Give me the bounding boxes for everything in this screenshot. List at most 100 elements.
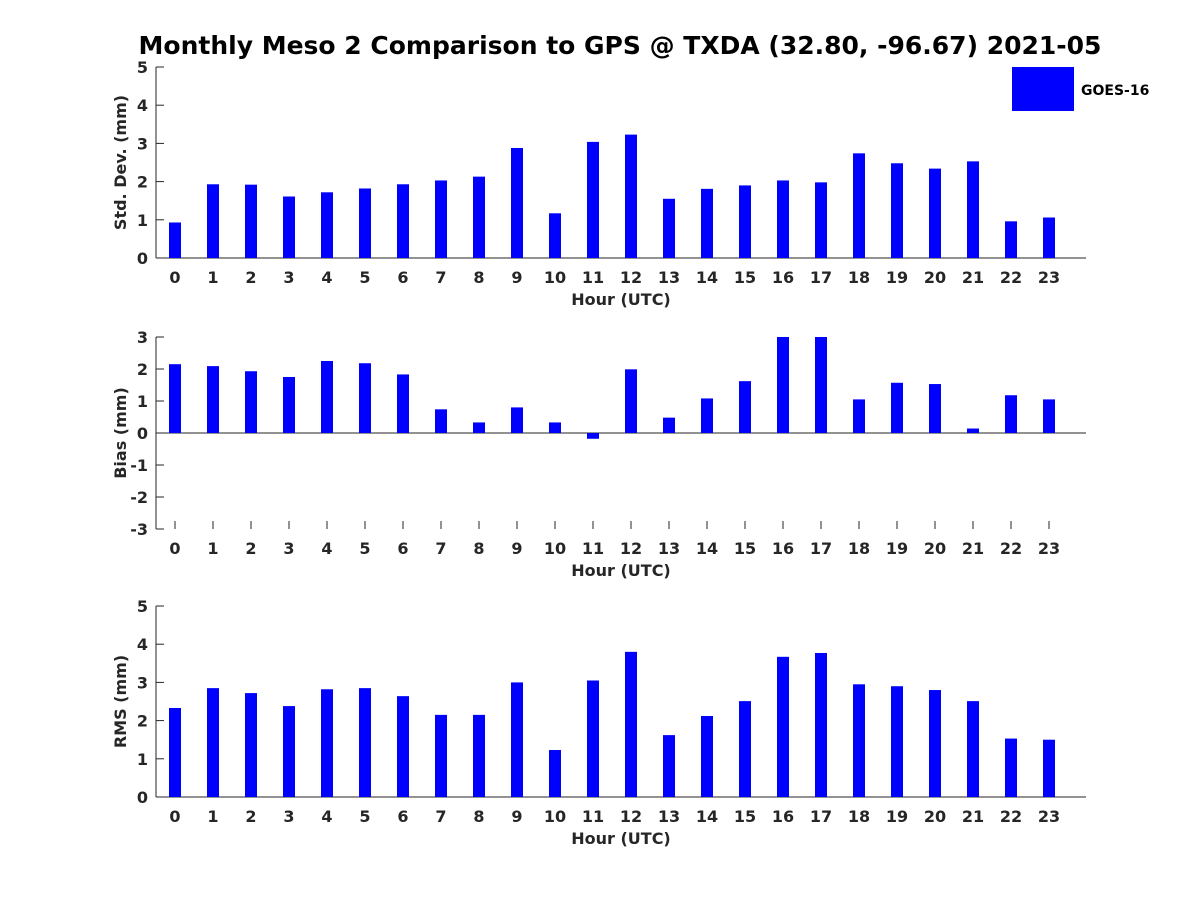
x-tick-label: 0 bbox=[169, 539, 180, 558]
x-tick-label: 13 bbox=[658, 268, 680, 287]
bar-hour-11 bbox=[587, 433, 599, 439]
x-tick-label: 6 bbox=[397, 539, 408, 558]
bar-hour-7 bbox=[435, 714, 447, 797]
legend-label-goes-16: GOES-16 bbox=[1081, 83, 1149, 99]
bar-hour-16 bbox=[777, 337, 789, 433]
bar-hour-15 bbox=[739, 185, 751, 258]
x-tick-label: 15 bbox=[734, 268, 756, 287]
bar-hour-9 bbox=[511, 147, 523, 258]
x-tick-label: 23 bbox=[1038, 539, 1060, 558]
x-tick-label: 17 bbox=[810, 807, 832, 826]
x-tick-label: 12 bbox=[620, 268, 642, 287]
x-tick-label: 19 bbox=[886, 539, 908, 558]
y-axis-label: Std. Dev. (mm) bbox=[111, 95, 130, 230]
x-tick-label: 3 bbox=[283, 807, 294, 826]
x-tick-label: 11 bbox=[582, 807, 604, 826]
x-tick-label: 3 bbox=[283, 268, 294, 287]
bar-hour-1 bbox=[207, 688, 219, 797]
bar-hour-13 bbox=[663, 198, 675, 258]
bar-hour-12 bbox=[625, 369, 637, 433]
x-tick-label: 1 bbox=[207, 539, 218, 558]
bar-hour-7 bbox=[435, 409, 447, 433]
bar-hour-23 bbox=[1043, 217, 1055, 258]
x-tick-label: 5 bbox=[359, 268, 370, 287]
bar-hour-22 bbox=[1005, 221, 1017, 258]
x-tick-label: 20 bbox=[924, 539, 946, 558]
bar-hour-5 bbox=[359, 363, 371, 433]
x-tick-label: 10 bbox=[544, 539, 566, 558]
y-tick-label: 0 bbox=[137, 424, 148, 443]
bar-hour-2 bbox=[245, 184, 257, 258]
bar-hour-13 bbox=[663, 417, 675, 433]
y-tick-label: 3 bbox=[137, 328, 148, 347]
bar-hour-14 bbox=[701, 398, 713, 433]
x-tick-label: 17 bbox=[810, 268, 832, 287]
bar-hour-3 bbox=[283, 377, 295, 433]
x-tick-label: 1 bbox=[207, 807, 218, 826]
x-tick-label: 22 bbox=[1000, 268, 1022, 287]
bar-hour-21 bbox=[967, 161, 979, 258]
bar-hour-6 bbox=[397, 184, 409, 258]
y-tick-label: -2 bbox=[130, 488, 148, 507]
x-tick-label: 22 bbox=[1000, 539, 1022, 558]
x-tick-label: 21 bbox=[962, 807, 984, 826]
x-tick-label: 19 bbox=[886, 268, 908, 287]
x-tick-label: 8 bbox=[473, 807, 484, 826]
x-tick-label: 4 bbox=[321, 268, 332, 287]
bar-hour-8 bbox=[473, 422, 485, 433]
x-tick-label: 15 bbox=[734, 539, 756, 558]
bar-hour-21 bbox=[967, 701, 979, 797]
y-tick-label: -3 bbox=[130, 520, 148, 539]
bar-hour-7 bbox=[435, 180, 447, 258]
bar-hour-1 bbox=[207, 366, 219, 433]
x-tick-label: 2 bbox=[245, 539, 256, 558]
bar-hour-19 bbox=[891, 382, 903, 433]
bar-hour-12 bbox=[625, 651, 637, 797]
y-tick-label: 0 bbox=[137, 249, 148, 268]
bar-hour-10 bbox=[549, 750, 561, 797]
bar-hour-21 bbox=[967, 428, 979, 433]
legend: GOES-16 bbox=[1012, 67, 1149, 111]
x-tick-label: 0 bbox=[169, 807, 180, 826]
x-tick-label: 13 bbox=[658, 539, 680, 558]
x-tick-label: 12 bbox=[620, 539, 642, 558]
bar-hour-18 bbox=[853, 399, 865, 433]
x-tick-label: 17 bbox=[810, 539, 832, 558]
y-axis-label: Bias (mm) bbox=[111, 387, 130, 479]
bar-hour-9 bbox=[511, 407, 523, 433]
bar-hour-11 bbox=[587, 141, 599, 258]
bar-hour-18 bbox=[853, 684, 865, 797]
bar-hour-3 bbox=[283, 196, 295, 258]
x-tick-label: 20 bbox=[924, 268, 946, 287]
x-tick-label: 1 bbox=[207, 268, 218, 287]
y-tick-label: 1 bbox=[137, 211, 148, 230]
x-tick-label: 7 bbox=[435, 268, 446, 287]
bar-hour-8 bbox=[473, 176, 485, 258]
x-tick-label: 9 bbox=[511, 807, 522, 826]
bar-hour-3 bbox=[283, 706, 295, 797]
x-tick-label: 2 bbox=[245, 807, 256, 826]
y-tick-label: 1 bbox=[137, 392, 148, 411]
x-tick-label: 23 bbox=[1038, 268, 1060, 287]
bar-hour-11 bbox=[587, 680, 599, 797]
bar-hour-2 bbox=[245, 693, 257, 797]
x-tick-label: 16 bbox=[772, 268, 794, 287]
bar-hour-22 bbox=[1005, 395, 1017, 433]
bar-hour-1 bbox=[207, 184, 219, 258]
x-axis-label: Hour (UTC) bbox=[571, 290, 671, 309]
y-tick-label: 4 bbox=[137, 635, 148, 654]
y-tick-label: 1 bbox=[137, 750, 148, 769]
chart-title: Monthly Meso 2 Comparison to GPS @ TXDA … bbox=[139, 31, 1102, 60]
bar-hour-9 bbox=[511, 682, 523, 797]
x-tick-label: 21 bbox=[962, 268, 984, 287]
x-tick-label: 4 bbox=[321, 807, 332, 826]
bar-hour-6 bbox=[397, 374, 409, 433]
x-tick-label: 7 bbox=[435, 539, 446, 558]
x-tick-label: 12 bbox=[620, 807, 642, 826]
bar-hour-10 bbox=[549, 213, 561, 258]
x-tick-label: 8 bbox=[473, 268, 484, 287]
x-tick-label: 6 bbox=[397, 268, 408, 287]
x-tick-label: 14 bbox=[696, 268, 718, 287]
